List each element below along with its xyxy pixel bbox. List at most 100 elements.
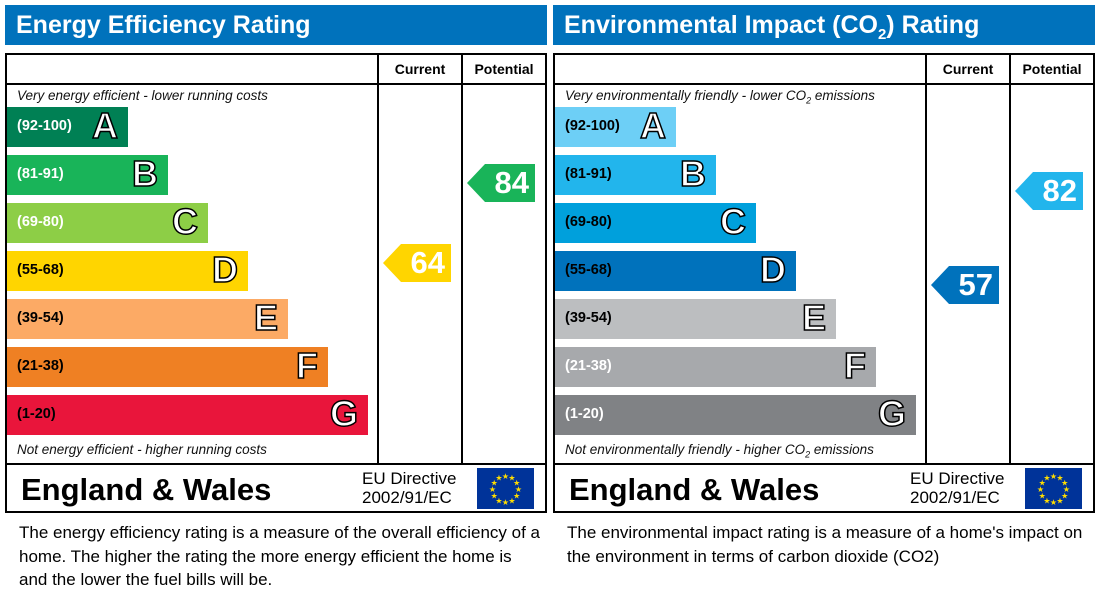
band-letter: E: [801, 296, 827, 339]
eu-directive: EU Directive 2002/91/EC: [910, 469, 1004, 507]
directive-line-1: EU Directive: [362, 469, 457, 488]
bottom-note: Not energy efficient - higher running co…: [17, 442, 267, 457]
arrow-shape: [383, 244, 451, 283]
svg-text:★: ★: [489, 485, 496, 494]
divider: [461, 55, 463, 465]
current-rating-arrow: 57: [931, 265, 999, 304]
bottom-note: Not environmentally friendly - higher CO…: [565, 442, 874, 460]
band-g-bar: (1-20) G: [555, 392, 916, 435]
energy-efficiency-panel: Energy Efficiency Rating Current Potential…: [5, 0, 547, 613]
svg-text:★: ★: [1050, 472, 1057, 481]
potential-rating-arrow: 84: [467, 164, 535, 202]
description: The environmental impact rating is a mea…: [567, 523, 1083, 566]
eu-flag-icon: ★ ★ ★ ★ ★ ★ ★ ★ ★ ★ ★ ★: [1025, 468, 1082, 509]
band-range: (21-38): [565, 358, 612, 374]
band-range: (39-54): [17, 310, 64, 326]
band-range: (69-80): [17, 214, 64, 230]
band-range: (92-100): [17, 118, 72, 134]
band-letter: C: [719, 200, 747, 243]
band-c-bar: (69-80) C: [555, 200, 756, 243]
band-f-bar: (21-38) F: [7, 344, 328, 387]
environmental-impact-panel: Environmental Impact (CO2) Rating Current…: [553, 0, 1095, 613]
description: The energy efficiency rating is a measur…: [19, 523, 540, 589]
divider: [377, 55, 379, 465]
divider: [555, 83, 1093, 85]
svg-text:★: ★: [502, 498, 509, 507]
svg-text:★: ★: [491, 492, 498, 501]
svg-text:★: ★: [1056, 496, 1063, 505]
svg-text:★: ★: [513, 479, 520, 488]
band-a-bar: (92-100) A: [555, 104, 676, 147]
region-label: England & Wales: [21, 472, 272, 507]
svg-text:★: ★: [508, 474, 515, 483]
band-g-bar: (1-20) G: [7, 392, 368, 435]
band-range: (1-20): [17, 406, 56, 422]
svg-text:★: ★: [1061, 479, 1068, 488]
svg-text:★: ★: [495, 496, 502, 505]
eu-directive: EU Directive 2002/91/EC: [362, 469, 456, 507]
svg-text:★: ★: [1056, 474, 1063, 483]
band-e-bar: (39-54) E: [555, 296, 836, 339]
band-range: (92-100): [565, 118, 620, 134]
band-b-bar: (81-91) B: [7, 152, 168, 195]
arrow-shape: [931, 265, 999, 304]
current-rating-value: 64: [410, 245, 445, 281]
divider: [1009, 55, 1011, 465]
band-range: (21-38): [17, 358, 64, 374]
column-header-potential: Potential: [1022, 61, 1082, 77]
panel-title: Environmental Impact (CO2) Rating: [553, 5, 1095, 45]
svg-text:★: ★: [1043, 474, 1050, 483]
column-header-current: Current: [394, 61, 446, 77]
band-c-bar: (69-80) C: [7, 200, 208, 243]
band-range: (39-54): [565, 310, 612, 326]
potential-rating-value: 82: [1042, 173, 1077, 208]
band-letter: G: [877, 392, 907, 435]
region-label: England & Wales: [569, 472, 820, 507]
svg-text:★: ★: [1043, 496, 1050, 505]
svg-text:★: ★: [1039, 492, 1046, 501]
top-note: Very energy efficient - lower running co…: [17, 88, 268, 103]
column-header-potential: Potential: [474, 61, 534, 77]
divider: [555, 463, 1093, 465]
band-letter: E: [253, 296, 279, 339]
divider: [925, 55, 927, 465]
band-range: (81-91): [17, 166, 64, 182]
band-letter: A: [91, 104, 119, 147]
arrow-shape: [467, 164, 535, 202]
svg-text:★: ★: [515, 485, 522, 494]
svg-text:★: ★: [491, 479, 498, 488]
band-b-bar: (81-91) B: [555, 152, 716, 195]
band-letter: B: [679, 152, 707, 195]
top-note: Very environmentally friendly - lower CO…: [565, 88, 875, 106]
band-range: (1-20): [565, 406, 604, 422]
band-letter: G: [329, 392, 359, 435]
directive-line-2: 2002/91/EC: [910, 488, 1000, 507]
title-text: Environmental Impact (CO2) Rating: [564, 11, 980, 43]
directive-line-2: 2002/91/EC: [362, 488, 452, 507]
current-rating-value: 57: [958, 266, 993, 302]
svg-text:★: ★: [508, 496, 515, 505]
band-a-bar: (92-100) A: [7, 104, 128, 147]
divider: [7, 463, 545, 465]
svg-text:★: ★: [1061, 492, 1068, 501]
potential-rating-arrow: 82: [1015, 172, 1083, 210]
band-range: (55-68): [17, 262, 64, 278]
band-range: (69-80): [565, 214, 612, 230]
band-d-bar: (55-68) D: [555, 248, 796, 291]
band-d-bar: (55-68) D: [7, 248, 248, 291]
directive-line-1: EU Directive: [910, 469, 1005, 488]
rating-table: Current Potential Very environmentally fri…: [553, 53, 1095, 513]
panel-title: Energy Efficiency Rating: [5, 5, 547, 45]
current-rating-arrow: 64: [383, 244, 451, 283]
band-letter: D: [759, 248, 787, 291]
svg-text:★: ★: [1050, 498, 1057, 507]
potential-rating-value: 84: [494, 165, 529, 200]
band-letter: C: [171, 200, 199, 243]
band-letter: B: [131, 152, 159, 195]
eu-flag-icon: ★ ★ ★ ★ ★ ★ ★ ★ ★ ★ ★ ★: [477, 468, 534, 509]
band-letter: A: [639, 104, 667, 147]
svg-text:★: ★: [495, 474, 502, 483]
band-e-bar: (39-54) E: [7, 296, 288, 339]
column-header-current: Current: [942, 61, 994, 77]
band-range: (81-91): [565, 166, 612, 182]
